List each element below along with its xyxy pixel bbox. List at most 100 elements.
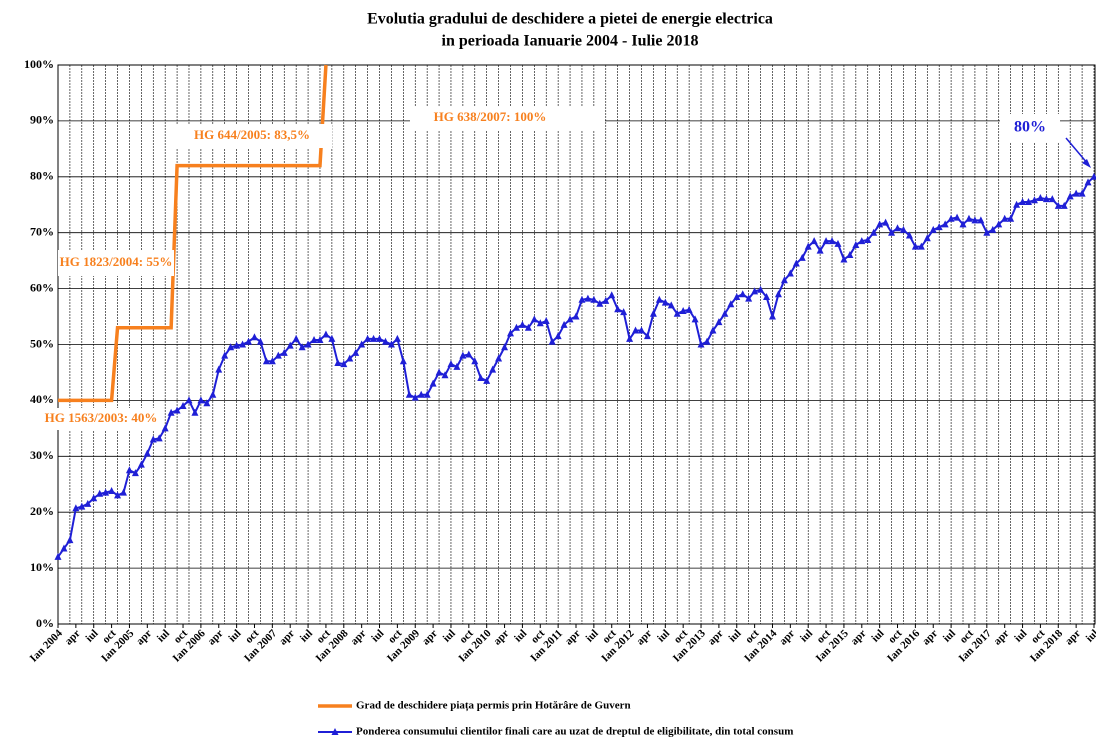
marker (649, 309, 657, 317)
annotation-arrow (1065, 137, 1089, 165)
marker (763, 292, 771, 300)
marker (709, 326, 717, 334)
marker (524, 323, 532, 331)
marker (119, 488, 127, 496)
marker (381, 337, 389, 345)
plot (54, 64, 1096, 560)
legend-label: Ponderea consumului clientilor finali ca… (356, 726, 793, 738)
marker (512, 323, 520, 331)
marker (620, 308, 628, 316)
annotation-box (58, 250, 174, 276)
x-tick-label: apr (206, 627, 226, 647)
y-tick-label: 60% (30, 280, 54, 294)
marker (822, 237, 830, 245)
marker (590, 295, 598, 303)
marker (477, 374, 485, 382)
marker (929, 225, 937, 233)
marker (530, 315, 538, 323)
marker (102, 488, 110, 496)
marker (572, 312, 580, 320)
x-tick-label: apr (348, 627, 368, 647)
x-tick-label: apr (849, 627, 869, 647)
marker (161, 424, 169, 432)
marker (536, 319, 544, 327)
marker (971, 216, 979, 224)
x-tick-label: iul (226, 627, 243, 644)
marker (465, 350, 473, 358)
marker (376, 334, 384, 342)
marker (1072, 189, 1080, 197)
marker (459, 351, 467, 359)
marker (352, 348, 360, 356)
marker (995, 220, 1003, 228)
marker (935, 223, 943, 231)
marker (447, 360, 455, 368)
series-line (57, 176, 1095, 558)
marker (703, 337, 711, 345)
marker (899, 225, 907, 233)
marker (1048, 195, 1056, 203)
marker (953, 213, 961, 221)
marker (810, 237, 818, 245)
x-tick-label: apr (991, 627, 1011, 647)
x-tick-label: iul (869, 627, 886, 644)
x-tick-label: apr (134, 627, 154, 647)
marker (155, 434, 163, 442)
marker (959, 220, 967, 228)
marker (596, 299, 604, 307)
marker (197, 396, 205, 404)
marker (250, 333, 258, 341)
annotation-box (1000, 114, 1060, 142)
marker (560, 320, 568, 328)
y-tick-label: 80% (30, 169, 54, 183)
x-tick-label: apr (277, 627, 297, 647)
marker (405, 390, 413, 398)
marker (507, 329, 515, 337)
annotation: HG 1823/2004: 55% (60, 254, 173, 269)
marker (358, 340, 366, 348)
marker (429, 379, 437, 387)
legend-marker (331, 728, 339, 735)
marker (411, 393, 419, 401)
marker (715, 318, 723, 326)
marker (876, 220, 884, 228)
marker (792, 259, 800, 267)
annotation: 80% (1014, 119, 1046, 136)
marker (780, 276, 788, 284)
marker (262, 357, 270, 365)
marker (542, 317, 550, 325)
marker (1019, 197, 1027, 205)
y-tick-label: 30% (30, 448, 54, 462)
marker (387, 340, 395, 348)
marker (697, 340, 705, 348)
marker (84, 499, 92, 507)
x-tick-label: iul (298, 627, 315, 644)
marker (286, 341, 294, 349)
marker (1054, 201, 1062, 209)
marker (852, 240, 860, 248)
marker (280, 348, 288, 356)
marker (322, 330, 330, 338)
y-tick-label: 100% (24, 57, 54, 71)
marker (834, 239, 842, 247)
annotation-box (410, 106, 605, 130)
marker (733, 292, 741, 300)
legend-label: Grad de deschidere piața permis prin Hot… (356, 700, 631, 712)
marker (90, 494, 98, 502)
x-tick-label: apr (491, 627, 511, 647)
marker (125, 466, 133, 474)
marker (751, 287, 759, 295)
marker (828, 237, 836, 245)
marker (757, 285, 765, 293)
marker (143, 449, 151, 457)
marker (1078, 189, 1086, 197)
marker (233, 341, 241, 349)
marker (268, 357, 276, 365)
x-tick-label: apr (420, 627, 440, 647)
marker (393, 334, 401, 342)
marker (114, 491, 122, 499)
marker (566, 315, 574, 323)
marker (185, 396, 193, 404)
marker (977, 216, 985, 224)
